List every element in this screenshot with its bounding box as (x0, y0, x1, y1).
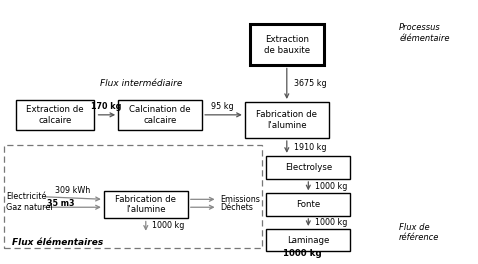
Text: 170 kg: 170 kg (91, 102, 121, 111)
Text: Déchets: Déchets (220, 203, 253, 212)
Text: Fabrication de
l'alumine: Fabrication de l'alumine (115, 195, 176, 214)
Text: 1910 kg: 1910 kg (294, 143, 326, 152)
Text: Gaz naturel: Gaz naturel (6, 203, 53, 212)
Text: Fonte: Fonte (296, 200, 320, 209)
Text: 1000 kg: 1000 kg (283, 249, 322, 258)
Bar (267, 193, 350, 216)
Bar (267, 229, 350, 251)
Text: 1000 kg: 1000 kg (315, 218, 348, 227)
Text: Electrolyse: Electrolyse (285, 163, 332, 172)
Text: Electricité: Electricité (6, 192, 46, 201)
Text: Flux de
référence: Flux de référence (399, 223, 439, 242)
Text: Processus
élémentaire: Processus élémentaire (399, 23, 450, 43)
Bar (267, 156, 350, 179)
Text: 35 m3: 35 m3 (47, 199, 75, 208)
Text: Emissions: Emissions (220, 195, 260, 204)
Text: 309 kWh: 309 kWh (55, 186, 90, 195)
Bar (104, 191, 187, 218)
Text: Laminage: Laminage (287, 236, 329, 245)
Text: Extraction de
calcaire: Extraction de calcaire (26, 105, 84, 125)
Text: 95 kg: 95 kg (211, 102, 234, 111)
Bar (245, 102, 328, 138)
Text: Fabrication de
l'alumine: Fabrication de l'alumine (256, 110, 317, 130)
Text: 3675 kg: 3675 kg (294, 79, 326, 88)
Text: 1000 kg: 1000 kg (315, 182, 348, 191)
Bar (4, 145, 262, 248)
Text: Extraction
de bauxite: Extraction de bauxite (264, 35, 310, 55)
Bar (15, 100, 94, 130)
Text: 1000 kg: 1000 kg (152, 221, 185, 230)
Text: Flux élémentaires: Flux élémentaires (12, 238, 103, 247)
Bar (250, 24, 324, 65)
Text: Flux intermédiaire: Flux intermédiaire (100, 79, 183, 88)
Bar (119, 100, 202, 130)
Text: Calcination de
calcaire: Calcination de calcaire (130, 105, 191, 125)
